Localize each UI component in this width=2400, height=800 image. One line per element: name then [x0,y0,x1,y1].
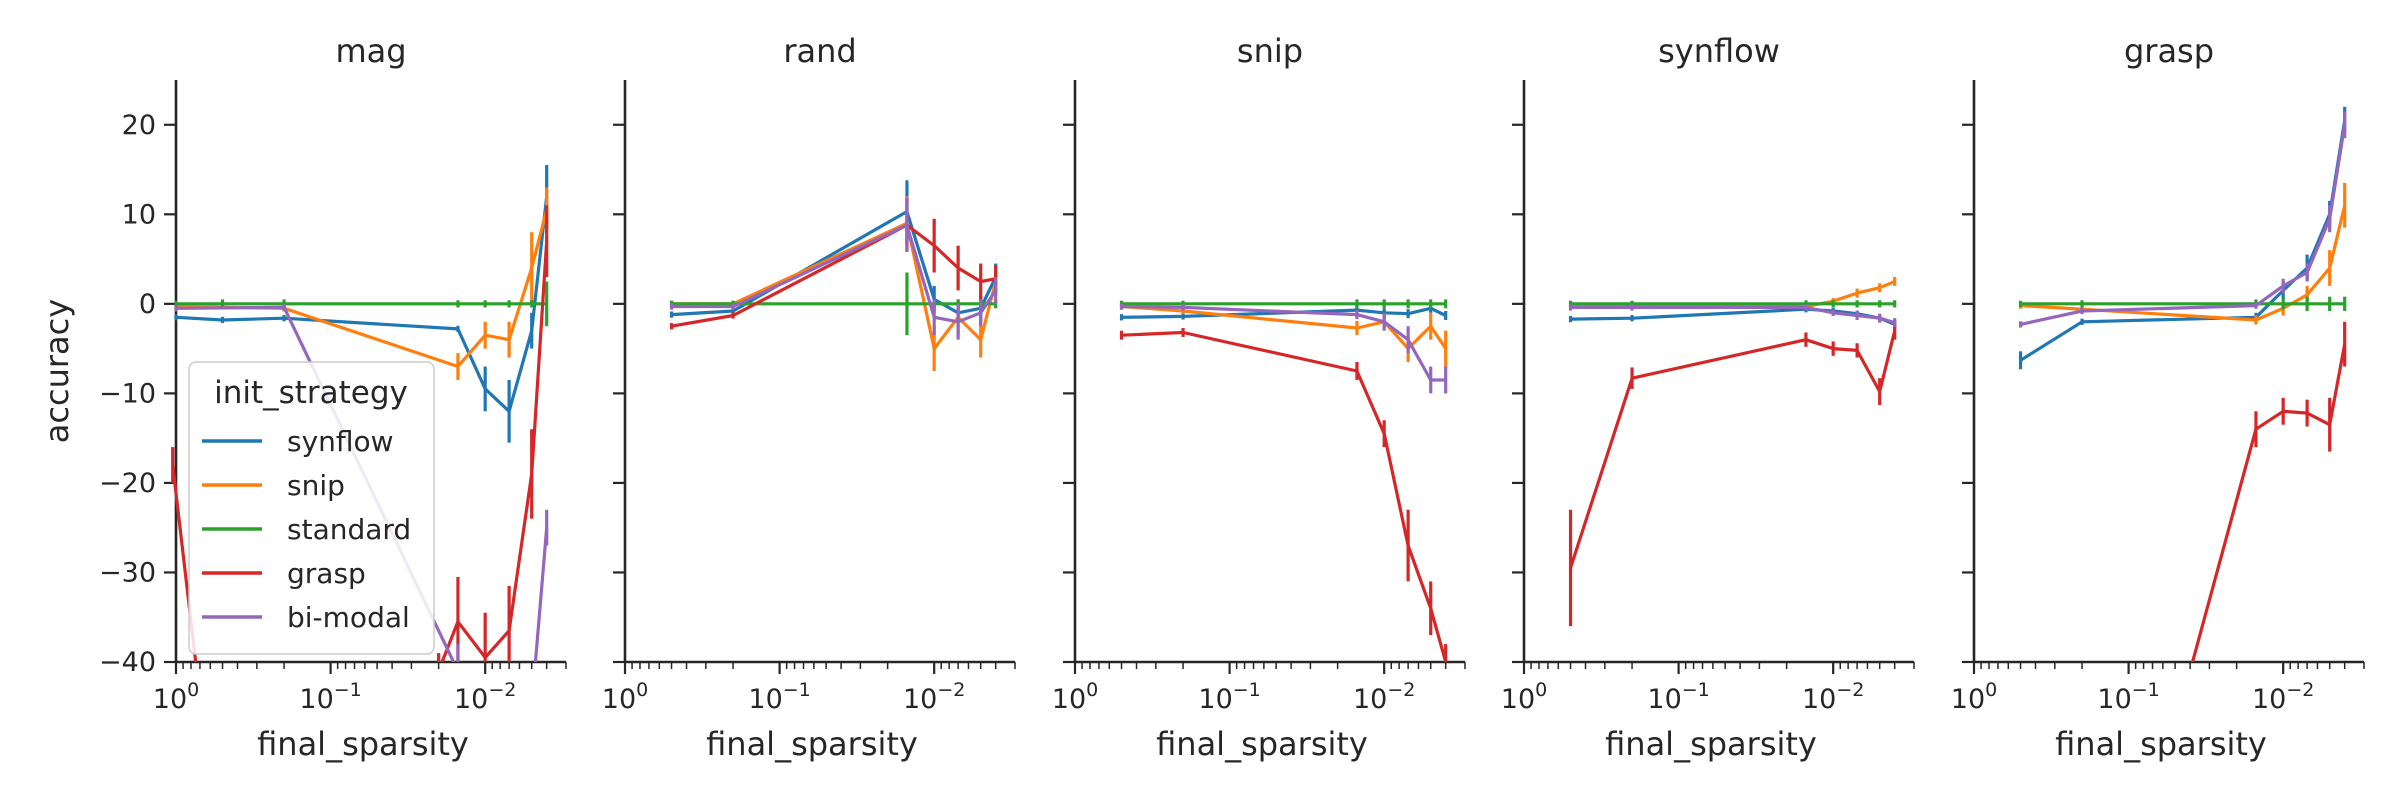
x-axis-label: final_sparsity [257,725,469,763]
y-tick-label: −40 [99,647,156,678]
series-group [1119,299,1448,662]
legend-title: init_strategy [214,375,408,411]
x-tick-base: 10 [1951,684,1985,715]
y-tick-label: 10 [122,199,156,230]
y-tick-label: −10 [99,378,156,409]
x-tick-exponent: 0 [636,679,648,701]
x-axis-label: final_sparsity [706,725,918,763]
y-tick-label: −30 [99,557,156,588]
x-tick-exponent: −2 [937,679,965,701]
x-tick-exponent: −1 [2132,679,2160,701]
x-tick-base: 10 [2252,684,2286,715]
x-tick-base: 10 [1647,684,1681,715]
legend-entry-synflow: synflow [287,425,394,458]
series-line-grasp [2190,343,2347,662]
x-tick-exponent: −2 [2286,679,2314,701]
x-tick-base: 10 [748,684,782,715]
series-line-bi-modal [2020,124,2347,326]
panel-title: synflow [1658,32,1780,70]
x-tick-base: 10 [153,684,187,715]
y-axis-label: accuracy [38,299,76,443]
series-line-bi-modal [175,305,549,662]
x-tick-label: 10−1 [1198,679,1260,715]
panel-title: rand [783,32,856,70]
x-tick-base: 10 [903,684,937,715]
x-tick-exponent: −2 [1387,679,1415,701]
x-tick-exponent: −1 [334,679,362,701]
series-group [171,165,549,662]
x-tick-label: 10−2 [1353,679,1415,715]
series-line-bi-modal [1570,305,1896,325]
x-tick-exponent: −2 [1836,679,1864,701]
x-tick-base: 10 [454,684,488,715]
x-tick-exponent: −1 [783,679,811,701]
x-tick-label: 100 [153,679,199,715]
x-tick-label: 100 [1052,679,1098,715]
x-tick-label: 100 [602,679,648,715]
x-tick-label: 10−1 [1647,679,1709,715]
y-tick-label: 0 [139,289,156,320]
x-tick-exponent: 0 [1086,679,1098,701]
x-tick-label: 10−2 [1802,679,1864,715]
x-tick-base: 10 [602,684,636,715]
legend-entry-standard: standard [287,513,411,546]
x-tick-exponent: 0 [187,679,199,701]
series-line-grasp [1568,330,1897,569]
x-tick-exponent: −2 [488,679,516,701]
x-tick-base: 10 [1353,684,1387,715]
series-line-synflow [1570,307,1896,326]
panel-title: snip [1237,32,1303,70]
x-tick-base: 10 [299,684,333,715]
y-tick-label: 20 [122,110,156,141]
x-tick-exponent: −1 [1682,679,1710,701]
legend-entry-snip: snip [287,469,345,502]
x-tick-base: 10 [1052,684,1086,715]
series-line-synflow [2019,120,2347,362]
series-group [669,180,998,371]
x-tick-base: 10 [2097,684,2131,715]
x-axis-label: final_sparsity [1156,725,1368,763]
x-tick-label: 10−2 [454,679,516,715]
x-tick-base: 10 [1802,684,1836,715]
x-tick-exponent: −1 [1233,679,1261,701]
x-axis-label: final_sparsity [1605,725,1817,763]
x-tick-label: 100 [1501,679,1547,715]
x-tick-base: 10 [1198,684,1232,715]
series-line-synflow [175,196,549,413]
x-tick-label: 10−2 [903,679,965,715]
x-tick-label: 10−1 [299,679,361,715]
panel-title: mag [335,32,406,70]
panel-title: grasp [2124,32,2214,70]
y-tick-label: −20 [99,468,156,499]
x-tick-label: 10−1 [2097,679,2159,715]
legend-box [188,361,435,655]
legend-entry-grasp: grasp [287,557,366,590]
series-line-snip [175,209,549,369]
series-group [2018,106,2347,662]
series-line-grasp [171,241,549,662]
x-tick-label: 10−2 [2252,679,2314,715]
x-tick-exponent: 0 [1535,679,1547,701]
x-tick-base: 10 [1501,684,1535,715]
x-tick-label: 100 [1951,679,1997,715]
legend-entry-bi-modal: bi-modal [287,601,410,634]
series-line-snip [671,221,998,351]
x-tick-exponent: 0 [1985,679,1997,701]
series-line-grasp [1121,330,1448,662]
x-axis-label: final_sparsity [2055,725,2267,763]
series-group [1568,276,1897,627]
x-tick-label: 10−1 [748,679,810,715]
